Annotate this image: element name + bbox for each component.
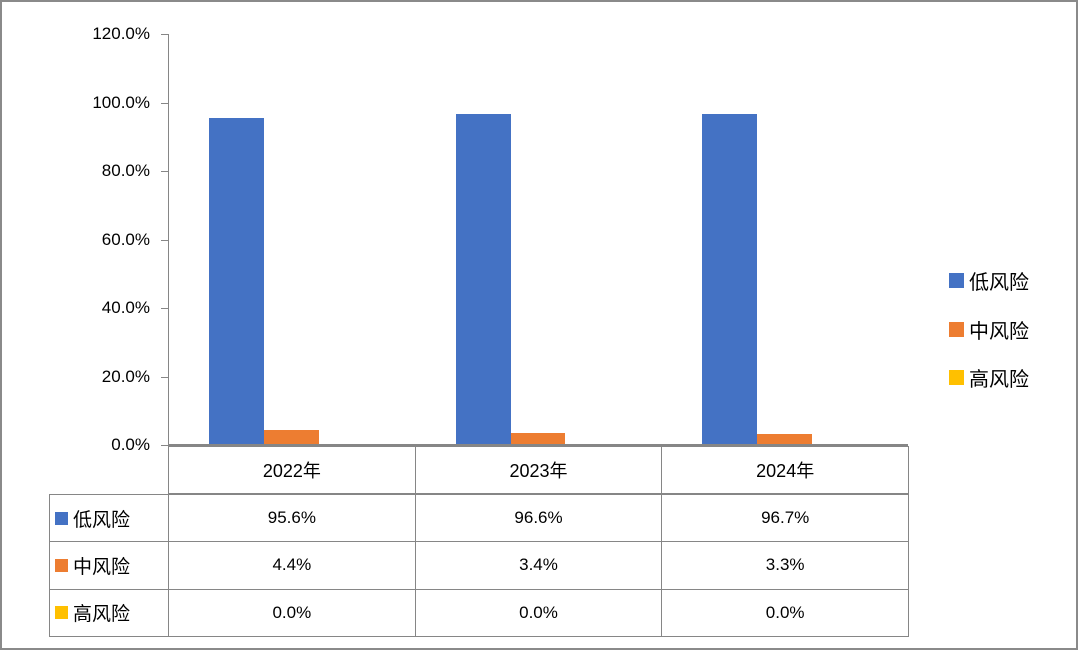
table-row: 中风险 4.4% 3.4% 3.3% (50, 541, 908, 589)
value-cell: 96.7% (761, 508, 810, 528)
bar-中风险-2022年[interactable] (263, 429, 319, 445)
row-label-cell: 低风险 (50, 495, 169, 542)
year-header-cell: 2024年 (756, 461, 815, 481)
y-tick-label: 120.0% (92, 24, 150, 43)
value-cell: 95.6% (169, 495, 416, 542)
bar-中风险-2023年[interactable] (510, 433, 566, 445)
year-header-cell: 2023年 (416, 447, 663, 493)
y-tick-mark (161, 239, 168, 241)
value-cell: 0.0% (169, 589, 416, 636)
y-tick-mark (161, 308, 168, 309)
value-cell: 4.4% (169, 542, 416, 589)
y-tick-label: 20.0% (101, 366, 150, 386)
legend-item-中风险[interactable]: 中风险 (949, 315, 1029, 344)
y-tick-mark (161, 376, 168, 378)
value-cell: 3.4% (416, 542, 663, 589)
legend-swatch-icon (949, 321, 964, 337)
value-cell: 96.6% (416, 495, 663, 542)
row-label: 低风险 (73, 509, 131, 531)
table-row: 高风险 0.0% 0.0% 0.0% (50, 588, 908, 636)
legend-swatch-icon (949, 370, 964, 385)
data-table-header-row: 2022年 2023年 2024年 (168, 446, 909, 494)
value-cell: 0.0% (765, 602, 805, 622)
x-axis-line (168, 444, 908, 446)
row-label: 高风险 (73, 604, 131, 626)
y-tick-mark (161, 34, 168, 35)
series-key-icon (55, 511, 68, 525)
legend-item-label: 低风险 (969, 272, 1029, 294)
bar-中风险-2024年[interactable] (757, 433, 813, 445)
row-label-cell: 中风险 (50, 542, 169, 589)
value-cell: 3.3% (765, 555, 805, 575)
bar-低风险-2022年[interactable] (209, 117, 264, 445)
y-tick-label: 80.0% (101, 161, 150, 180)
legend-item-低风险[interactable]: 低风险 (949, 266, 1029, 295)
table-row: 低风险 95.6% 96.6% 96.7% (50, 495, 908, 542)
value-cell: 0.0% (416, 589, 663, 636)
row-label-cell: 高风险 (50, 589, 169, 636)
legend-item-label: 高风险 (969, 369, 1029, 391)
bar-低风险-2024年[interactable] (702, 113, 758, 445)
legend-item-label: 中风险 (969, 320, 1029, 343)
y-tick-label: 60.0% (101, 229, 150, 249)
data-table-body: 低风险 95.6% 96.6% 96.7% 中风险 4.4% 3.4% 3.3% 高风险 0.0%… (49, 494, 909, 637)
y-tick-label: 100.0% (92, 92, 150, 112)
row-label: 中风险 (73, 556, 131, 578)
legend-item-高风险[interactable]: 高风险 (949, 363, 1029, 392)
y-tick-mark (161, 102, 168, 104)
year-header-cell: 2022年 (169, 447, 416, 493)
series-key-icon (55, 606, 68, 620)
y-axis-line (168, 34, 169, 445)
series-key-icon (55, 558, 68, 572)
y-tick-label: 0.0% (111, 435, 150, 454)
y-tick-label: 40.0% (101, 298, 150, 317)
y-tick-mark (161, 445, 168, 446)
y-tick-mark (161, 171, 168, 172)
legend-swatch-icon (949, 273, 964, 288)
bar-低风险-2023年[interactable] (455, 114, 511, 445)
